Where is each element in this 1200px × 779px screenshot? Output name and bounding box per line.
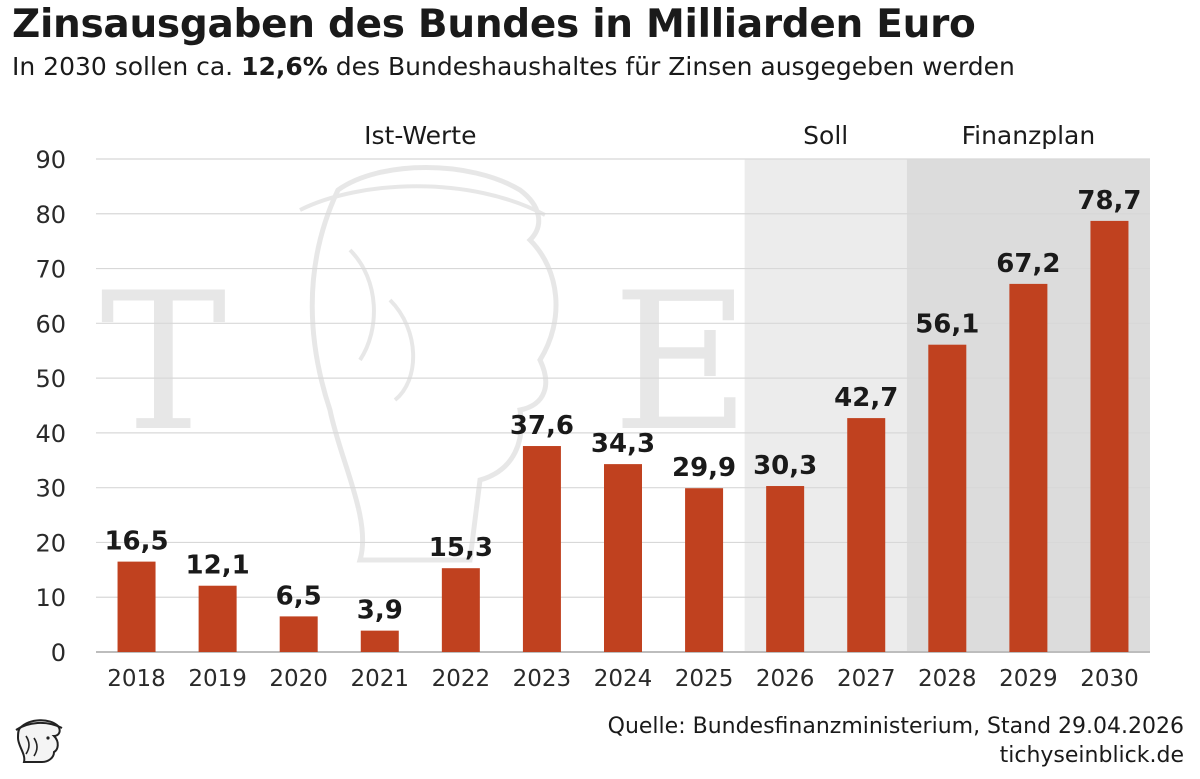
y-tick-label: 80 <box>35 201 66 229</box>
bar-2029 <box>1009 283 1048 652</box>
bar-2026 <box>766 486 805 652</box>
value-label: 56,1 <box>915 310 979 340</box>
watermark-letter: E <box>612 252 751 473</box>
value-label: 29,9 <box>672 453 736 483</box>
y-axis: 0 10 20 30 40 50 60 70 80 90 <box>35 146 66 667</box>
bar-2028 <box>928 344 967 652</box>
bar-2024 <box>604 464 642 652</box>
site-name: tichyseinblick.de <box>999 743 1184 768</box>
value-label: 15,3 <box>429 533 493 563</box>
source-text: Quelle: Bundesfinanzministerium, Stand 2… <box>607 714 1184 739</box>
watermark-letter: T <box>100 252 227 473</box>
subtitle-highlight: 12,6% <box>241 52 328 81</box>
x-tick-label: 2029 <box>999 666 1058 692</box>
x-tick-label: 2026 <box>756 666 815 692</box>
y-tick-label: 20 <box>35 529 66 557</box>
bar-2021 <box>360 630 399 652</box>
bar-2019 <box>198 585 237 652</box>
region-labels: Ist-Werte Soll Finanzplan <box>364 121 1095 150</box>
value-label: 6,5 <box>276 581 322 611</box>
value-label: 30,3 <box>753 451 817 481</box>
x-axis: 2018 2019 2020 2021 2022 2023 2024 2025 2026 2027… <box>107 666 1138 692</box>
y-tick-label: 10 <box>35 584 66 612</box>
hermes-head-watermark-icon: T E <box>100 165 751 563</box>
y-tick-label: 60 <box>35 310 66 338</box>
value-label: 16,5 <box>104 527 168 557</box>
x-tick-label: 2025 <box>675 666 734 692</box>
y-tick-label: 90 <box>35 146 66 174</box>
bars <box>117 220 1129 652</box>
bar-2025 <box>685 488 724 652</box>
x-tick-label: 2023 <box>513 666 572 692</box>
x-tick-label: 2018 <box>107 666 166 692</box>
region-label: Soll <box>803 121 848 150</box>
y-tick-label: 50 <box>35 365 66 393</box>
value-label: 37,6 <box>510 411 574 441</box>
x-tick-label: 2019 <box>188 666 247 692</box>
x-tick-label: 2030 <box>1080 666 1139 692</box>
value-label: 42,7 <box>834 383 898 413</box>
y-tick-label: 0 <box>51 639 66 667</box>
chart-title: Zinsausgaben des Bundes in Milliarden Eu… <box>12 2 976 47</box>
x-tick-label: 2027 <box>837 666 896 692</box>
subtitle-prefix: In 2030 sollen ca. <box>12 52 242 81</box>
bar-2027 <box>847 418 886 652</box>
y-tick-label: 30 <box>35 475 66 503</box>
chart-subtitle: In 2030 sollen ca. 12,6% des Bundeshaush… <box>12 52 1015 81</box>
source-footer: Quelle: Bundesfinanzministerium, Stand 2… <box>608 712 1184 770</box>
x-tick-label: 2020 <box>269 666 328 692</box>
bar-2022 <box>441 568 480 652</box>
region-label: Ist-Werte <box>364 121 476 150</box>
value-label: 78,7 <box>1077 186 1141 216</box>
hermes-head-logo-icon <box>15 719 63 763</box>
y-tick-label: 40 <box>35 420 66 448</box>
x-tick-label: 2021 <box>350 666 409 692</box>
bar-2018 <box>117 561 156 652</box>
value-label: 67,2 <box>996 249 1060 279</box>
x-tick-label: 2022 <box>432 666 491 692</box>
x-tick-label: 2024 <box>594 666 653 692</box>
subtitle-suffix: des Bundeshaushaltes für Zinsen ausgegeb… <box>327 52 1015 81</box>
bar-2023 <box>522 446 561 652</box>
bar-2020 <box>279 616 318 652</box>
region-label: Finanzplan <box>962 121 1096 150</box>
value-label: 34,3 <box>591 429 655 459</box>
y-tick-label: 70 <box>35 256 66 284</box>
value-label: 12,1 <box>186 551 250 581</box>
value-label: 3,9 <box>357 596 403 626</box>
x-tick-label: 2028 <box>918 666 977 692</box>
bar-2030 <box>1090 220 1129 652</box>
value-labels: 16,5 12,1 6,5 3,9 15,3 37,6 34,3 29,9 30,3 42,7 56… <box>104 186 1141 626</box>
